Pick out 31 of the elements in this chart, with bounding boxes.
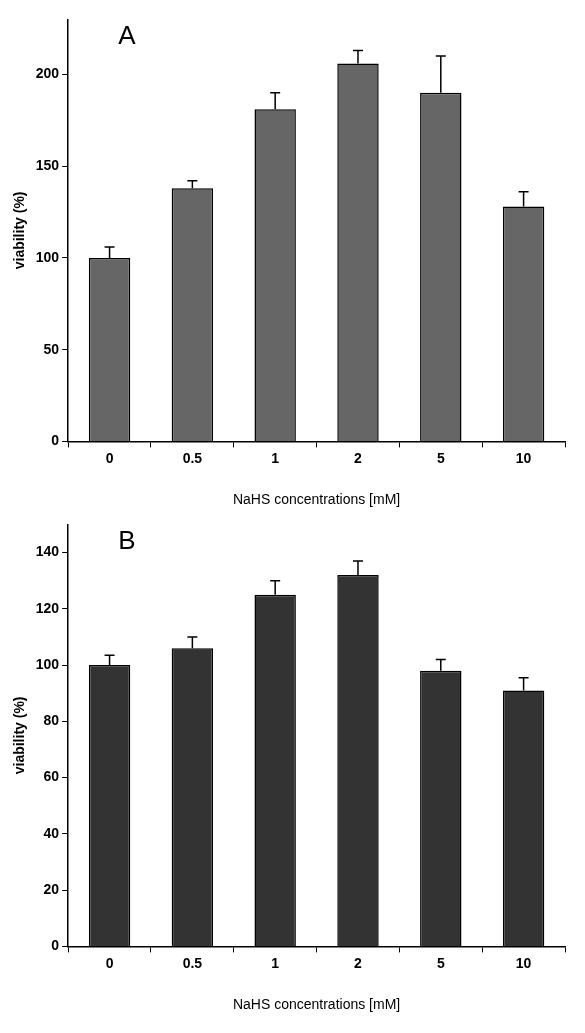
x-axis-title: NaHS concentrations [mM] <box>232 996 401 1013</box>
x-tick-label: 0 <box>105 449 114 466</box>
y-tick-label: 140 <box>35 543 60 560</box>
y-tick-label: 0 <box>51 432 60 449</box>
y-tick-label: 200 <box>35 65 60 82</box>
y-tick-label: 50 <box>43 340 60 357</box>
x-axis-title: NaHS concentrations [mM] <box>232 491 401 508</box>
x-tick-label: 2 <box>354 954 363 971</box>
annotation: B <box>118 524 136 555</box>
x-tick-label: 10 <box>515 954 532 971</box>
y-tick-label: 150 <box>35 157 60 174</box>
y-axis-title: viability (%) <box>11 696 28 775</box>
y-tick-label: 80 <box>43 712 60 729</box>
x-tick-label: 0 <box>105 954 114 971</box>
x-tick-label: 0.5 <box>182 449 203 466</box>
y-tick-label: 40 <box>43 824 60 841</box>
x-tick-label: 5 <box>436 954 445 971</box>
x-tick-label: 0.5 <box>182 954 203 971</box>
x-tick-label: 10 <box>515 449 532 466</box>
y-tick-label: 60 <box>43 768 60 785</box>
x-tick-label: 5 <box>436 449 445 466</box>
y-axis-title: viability (%) <box>11 191 28 270</box>
x-tick-label: 1 <box>271 954 280 971</box>
x-tick-label: 1 <box>271 449 280 466</box>
y-tick-label: 120 <box>35 599 60 616</box>
y-tick-label: 100 <box>35 655 60 672</box>
annotation: A <box>118 19 137 50</box>
y-tick-label: 20 <box>43 880 60 897</box>
y-tick-label: 100 <box>35 248 60 265</box>
x-tick-label: 2 <box>354 449 363 466</box>
y-tick-label: 0 <box>51 937 60 954</box>
